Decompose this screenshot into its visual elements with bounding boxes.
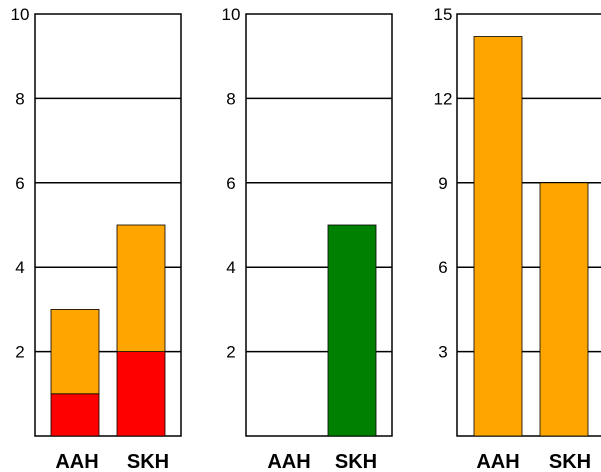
bar-aah — [50, 393, 100, 437]
plot-frame — [245, 13, 393, 437]
bar-aah — [50, 308, 100, 395]
y-tick-label: 2 — [226, 343, 235, 362]
x-category-label: AAH — [267, 451, 310, 472]
plot-frame — [456, 13, 601, 437]
y-tick-label: 2 — [15, 343, 24, 362]
bar-skh — [116, 351, 166, 437]
y-tick-label: 12 — [434, 89, 453, 108]
bar-skh — [539, 182, 589, 437]
x-category-label: SKH — [335, 451, 377, 472]
y-tick-label: 15 — [434, 5, 453, 24]
x-category-label: AAH — [476, 451, 519, 472]
y-tick-label: 6 — [15, 174, 24, 193]
chart-panel-2: 2 4 6 8 10 AAH SKH — [222, 5, 393, 472]
bar-skh — [116, 224, 166, 352]
x-category-label: AAH — [55, 451, 98, 472]
y-tick-label: 3 — [438, 343, 447, 362]
y-tick-label: 6 — [226, 174, 235, 193]
chart-panel-1: 2 4 6 8 10 AAH SKH — [11, 5, 182, 472]
x-category-label: SKH — [127, 451, 169, 472]
y-tick-label: 4 — [15, 258, 24, 277]
y-tick-label: 4 — [226, 258, 235, 277]
bar-skh — [327, 224, 377, 437]
y-tick-label: 10 — [222, 5, 241, 24]
y-tick-label: 8 — [226, 89, 235, 108]
y-tick-label: 9 — [438, 174, 447, 193]
chart-panel-3: 3 6 9 12 15 AAH SKH — [434, 5, 601, 472]
bar-aah — [473, 36, 523, 437]
y-tick-label: 6 — [438, 258, 447, 277]
y-tick-label: 10 — [11, 5, 30, 24]
x-category-label: SKH — [549, 451, 591, 472]
plot-frame — [34, 13, 182, 437]
y-tick-label: 8 — [15, 89, 24, 108]
